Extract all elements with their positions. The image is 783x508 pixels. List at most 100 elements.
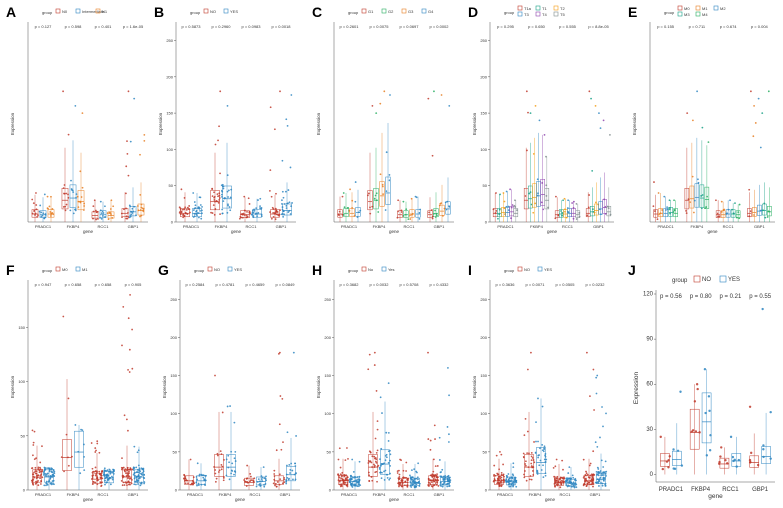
data-point xyxy=(282,210,285,213)
data-point xyxy=(112,205,115,208)
data-point xyxy=(339,479,342,482)
data-point xyxy=(594,201,597,204)
panel-letter: D xyxy=(468,4,478,20)
data-point xyxy=(99,216,101,219)
data-point xyxy=(694,430,698,433)
data-point xyxy=(384,469,387,472)
data-point xyxy=(120,212,123,215)
data-point xyxy=(409,474,411,477)
data-point xyxy=(214,469,217,471)
data-point xyxy=(126,217,129,220)
data-point xyxy=(528,478,531,481)
data-point xyxy=(51,211,54,214)
data-point xyxy=(523,476,526,479)
data-point xyxy=(125,192,127,195)
data-point xyxy=(278,423,281,426)
data-point xyxy=(265,479,267,482)
data-point xyxy=(375,192,378,195)
data-point xyxy=(342,479,345,482)
data-point xyxy=(431,217,434,220)
data-point xyxy=(220,464,223,466)
data-point xyxy=(600,482,602,484)
data-point xyxy=(83,202,86,205)
y-axis-label: Expression xyxy=(10,375,15,398)
data-point xyxy=(530,462,533,465)
p-value-label: p = 0.21 xyxy=(719,294,742,300)
data-point xyxy=(604,484,607,487)
data-point xyxy=(142,470,145,473)
data-point xyxy=(432,479,434,482)
x-axis-label: gene xyxy=(389,229,400,234)
data-point xyxy=(273,212,276,214)
data-point xyxy=(500,484,503,487)
data-point xyxy=(65,433,68,436)
data-point xyxy=(229,196,232,199)
data-point xyxy=(494,212,497,214)
data-point xyxy=(262,466,265,469)
data-point xyxy=(379,173,382,176)
data-point xyxy=(377,464,380,467)
x-tick-label: RCC1 xyxy=(98,224,110,229)
data-point xyxy=(122,305,125,308)
data-point xyxy=(210,211,212,214)
data-point xyxy=(286,124,289,127)
legend: group NO YES xyxy=(194,266,242,273)
data-point xyxy=(575,202,578,205)
data-point xyxy=(43,484,46,487)
x-axis-label: gene xyxy=(708,493,723,500)
data-point xyxy=(435,483,438,486)
y-tick-label: 250 xyxy=(166,38,173,43)
data-point xyxy=(288,477,290,480)
data-point xyxy=(133,471,136,474)
data-point xyxy=(49,211,52,213)
p-value-label: p = 0.905 xyxy=(125,282,143,287)
data-point xyxy=(760,209,763,212)
x-tick-label: RCC1 xyxy=(404,224,416,229)
data-point xyxy=(512,485,514,488)
data-point xyxy=(691,175,694,178)
data-point xyxy=(601,472,603,475)
data-point xyxy=(373,197,376,200)
x-tick-label: RCC1 xyxy=(722,487,739,493)
data-point xyxy=(409,481,412,484)
data-point xyxy=(131,328,133,331)
data-point xyxy=(41,445,43,448)
data-point xyxy=(198,207,201,210)
data-point xyxy=(543,445,546,448)
data-point xyxy=(495,192,497,194)
data-point xyxy=(503,481,505,484)
data-point xyxy=(524,470,526,472)
data-point xyxy=(71,455,73,458)
p-value-label: p = 0.3682 xyxy=(339,282,359,287)
data-point xyxy=(196,462,199,465)
data-point xyxy=(193,215,196,218)
x-tick-label: PRADC1 xyxy=(35,492,52,497)
data-point xyxy=(82,443,85,446)
data-point xyxy=(101,481,104,484)
data-point xyxy=(277,214,279,216)
data-point xyxy=(94,466,97,469)
data-point xyxy=(572,476,575,479)
y-tick-label: 250 xyxy=(480,297,487,302)
data-point xyxy=(229,405,231,407)
data-point xyxy=(731,455,735,459)
data-point xyxy=(418,217,421,220)
data-point xyxy=(700,207,703,210)
data-point xyxy=(506,475,508,478)
data-point xyxy=(200,217,203,220)
data-point xyxy=(96,483,99,486)
data-point xyxy=(597,474,600,477)
y-tick-label: 250 xyxy=(480,38,487,43)
data-point xyxy=(529,112,532,115)
data-point xyxy=(33,210,36,212)
p-value-label: p = 0.658 xyxy=(95,282,113,287)
data-point xyxy=(578,212,581,214)
data-point xyxy=(502,474,505,477)
data-point xyxy=(415,196,418,199)
data-point xyxy=(505,190,508,193)
data-point xyxy=(344,459,347,462)
data-point xyxy=(226,190,229,193)
data-point xyxy=(416,471,418,474)
data-point xyxy=(40,215,43,218)
data-point xyxy=(131,212,134,214)
